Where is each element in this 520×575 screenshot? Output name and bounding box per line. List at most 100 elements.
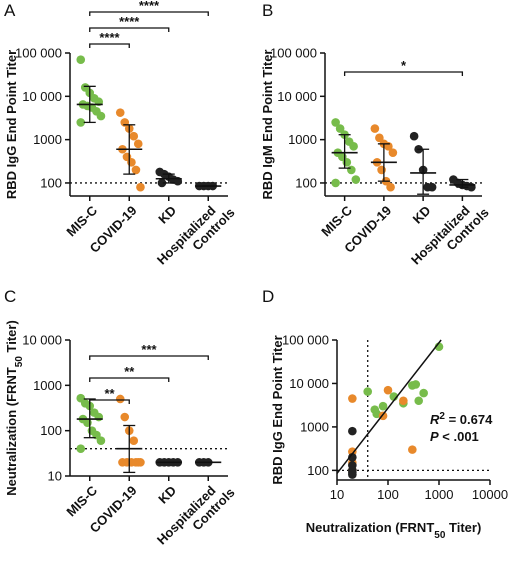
label-part: R: [430, 412, 440, 427]
y-tick-label: 10: [48, 469, 62, 484]
annotation: P < .001: [430, 429, 479, 444]
x-tick-label: 1000: [425, 487, 454, 502]
y-axis-label: Neutralization (FRNT50 Titer): [4, 320, 25, 496]
label-part: P: [430, 429, 439, 444]
data-point: [408, 445, 417, 454]
data-point: [331, 118, 340, 127]
data-point: [349, 142, 358, 151]
y-tick-label: 1000: [33, 378, 62, 393]
data-point: [96, 436, 106, 446]
x-tick-label: MIS-C: [63, 482, 100, 519]
data-point: [129, 131, 139, 141]
data-point: [411, 380, 421, 389]
data-point: [363, 387, 373, 396]
label-part: Neutralization (FRNT: [306, 520, 435, 535]
data-point: [348, 394, 357, 403]
data-point: [115, 394, 125, 404]
y-tick-label: 10 000: [22, 333, 62, 348]
data-point: [348, 426, 357, 436]
data-point: [347, 165, 356, 175]
y-tick-label: 100: [40, 175, 62, 190]
significance-bracket: [89, 11, 209, 16]
label-part: Neutralization (FRNT: [4, 367, 19, 496]
y-tick-label: 1000: [300, 419, 329, 434]
y-tick-label: 100 000: [15, 46, 62, 61]
data-point: [331, 178, 340, 188]
y-axis-label: RBD IgG End Point Titer: [270, 335, 285, 484]
data-point: [351, 175, 361, 184]
label-part: Titer): [4, 320, 19, 356]
y-tick-label: 10 000: [289, 376, 329, 391]
data-point: [120, 412, 130, 422]
y-axis-label: RBD IgM End Point Titer: [260, 50, 275, 200]
y-tick-label: 100: [307, 463, 329, 478]
annotation: R2 = 0.674: [430, 411, 493, 428]
data-point: [157, 178, 167, 188]
significance-label: ****: [99, 30, 120, 45]
data-point: [335, 124, 345, 133]
data-point: [115, 108, 125, 117]
x-tick-label: KD: [155, 483, 179, 507]
significance-bracket: [89, 43, 130, 48]
x-tick-label: 10000: [472, 487, 508, 502]
significance-bracket: [89, 377, 170, 382]
x-tick-label: MIS-C: [63, 202, 100, 239]
label-part: RBD IgG End Point Titer: [4, 50, 19, 199]
y-axis-label: RBD IgG End Point Titer: [4, 50, 19, 199]
data-point: [94, 412, 104, 422]
y-tick-label: 1000: [33, 132, 62, 147]
significance-bracket: [89, 355, 209, 360]
panel-letter: D: [262, 287, 274, 306]
x-axis-label: Neutralization (FRNT50 Titer): [306, 520, 482, 541]
data-point: [76, 118, 86, 127]
panel-letter: A: [4, 1, 16, 20]
panel-letter: B: [262, 1, 273, 20]
data-point: [427, 182, 437, 192]
data-point: [127, 157, 136, 167]
data-point: [377, 165, 386, 175]
y-tick-label: 10 000: [22, 89, 62, 104]
significance-label: **: [124, 364, 135, 379]
label-part: < .001: [439, 429, 479, 444]
y-tick-label: 100 000: [282, 333, 329, 348]
data-point: [76, 444, 86, 454]
y-tick-label: 10 000: [277, 89, 317, 104]
significance-label: **: [104, 386, 115, 401]
data-point: [409, 131, 419, 141]
significance-label: ***: [141, 342, 157, 357]
data-point: [388, 148, 398, 157]
y-tick-label: 100 000: [270, 46, 317, 61]
significance-label: *: [401, 58, 407, 73]
data-point: [133, 139, 143, 149]
x-tick-label: KD: [155, 203, 179, 227]
data-point: [414, 396, 424, 406]
x-tick-label: 10: [330, 487, 344, 502]
data-point: [383, 385, 393, 395]
label-part: 50: [434, 530, 446, 541]
significance-bracket: [89, 399, 130, 404]
data-point: [419, 388, 428, 398]
data-point: [348, 452, 357, 462]
x-tick-label: KD: [410, 203, 434, 227]
y-tick-label: 1000: [288, 132, 317, 147]
panel-letter: C: [4, 287, 16, 306]
data-point: [131, 165, 141, 175]
data-point: [342, 157, 352, 167]
label-part: = 0.674: [445, 412, 493, 427]
data-point: [136, 182, 145, 192]
label-part: 2: [439, 411, 445, 422]
x-tick-label: 100: [377, 487, 399, 502]
data-point: [96, 111, 106, 121]
significance-bracket: [89, 27, 170, 32]
data-point: [136, 458, 145, 467]
label-part: Titer): [445, 520, 481, 535]
significance-label: ****: [139, 0, 160, 13]
significance-label: ****: [119, 14, 140, 29]
data-point: [386, 182, 395, 192]
fit-line: [336, 339, 442, 474]
data-point: [348, 470, 357, 479]
label-part: RBD IgM End Point Titer: [260, 50, 275, 200]
significance-bracket: [343, 71, 464, 76]
data-point: [399, 396, 408, 406]
